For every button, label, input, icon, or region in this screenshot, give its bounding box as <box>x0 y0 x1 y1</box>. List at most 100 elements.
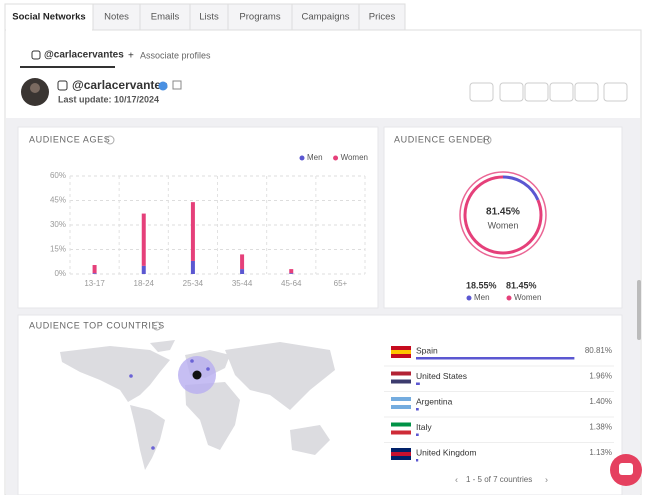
flag-stripe <box>391 346 411 350</box>
legend-swatch <box>506 295 512 301</box>
country-value: 1.96% <box>589 372 612 381</box>
tab[interactable] <box>291 3 360 31</box>
instagram-icon <box>57 80 68 91</box>
bar-segment <box>190 202 195 261</box>
bar-segment <box>240 269 245 274</box>
plus-icon: + <box>128 51 134 62</box>
country-value: 80.81% <box>585 346 612 355</box>
country-name: United States <box>416 371 467 381</box>
bar-segment <box>141 265 146 274</box>
flag-stripe <box>391 456 411 460</box>
tab[interactable] <box>139 3 191 31</box>
country-value: 1.13% <box>589 448 612 457</box>
countries-card <box>17 314 623 495</box>
flag-stripe <box>391 405 411 409</box>
legend-swatch <box>466 295 472 301</box>
tab[interactable] <box>189 3 229 31</box>
add-button[interactable] <box>574 82 599 102</box>
country-bar <box>416 408 419 411</box>
tab-label[interactable]: Notes <box>104 12 129 23</box>
verified-icon <box>158 81 168 91</box>
map-dot <box>129 374 133 378</box>
country-name: Italy <box>416 422 432 432</box>
map-dot <box>206 367 210 371</box>
country-value: 1.38% <box>589 423 612 432</box>
tab-label[interactable]: Prices <box>369 12 396 23</box>
south-america <box>130 405 165 470</box>
flag-stripe <box>391 430 411 435</box>
action-buttons <box>469 82 628 102</box>
tab-label[interactable]: Emails <box>151 12 180 23</box>
flag-stripe <box>391 379 411 384</box>
last-update: Last update: 10/17/2024 <box>58 94 159 104</box>
profile-handle: @carlacervantes <box>72 78 168 92</box>
x-tick-label: 18-24 <box>134 279 155 288</box>
country-name: Argentina <box>416 396 453 406</box>
tab-label[interactable]: Campaigns <box>301 12 349 23</box>
tab[interactable] <box>92 3 141 31</box>
bar-segment <box>190 260 195 274</box>
donut-outer-ring <box>459 171 547 259</box>
country-bar <box>416 433 419 436</box>
y-tick-label: 30% <box>50 220 66 229</box>
bar-segment <box>240 254 245 270</box>
print-button[interactable] <box>524 82 549 102</box>
country-bar <box>416 357 575 360</box>
ages-card <box>17 126 379 309</box>
x-tick-label: 65+ <box>334 279 348 288</box>
y-tick-label: 15% <box>50 245 66 254</box>
donut-segment <box>463 175 543 255</box>
legend-swatch <box>333 155 339 161</box>
legend-label: Men <box>307 153 323 162</box>
instagram-icon <box>31 50 41 60</box>
external-link-icon[interactable] <box>172 80 182 90</box>
legend-label: Men <box>474 293 490 302</box>
more-button[interactable] <box>603 82 628 102</box>
flag-stripe <box>391 422 411 427</box>
card-title: AUDIENCE AGES <box>29 134 110 144</box>
y-tick-label: 45% <box>50 196 66 205</box>
help-icon[interactable] <box>105 135 115 145</box>
y-tick-label: 0% <box>54 269 66 278</box>
download-button[interactable] <box>549 82 574 102</box>
tab-label[interactable]: Lists <box>199 12 219 23</box>
pagination-next[interactable]: › <box>545 474 548 484</box>
x-tick-label: 45-64 <box>281 279 302 288</box>
tab-label[interactable]: Social Networks <box>12 12 85 23</box>
chat-icon <box>619 463 633 475</box>
scrollbar[interactable] <box>637 280 641 340</box>
country-value: 1.40% <box>589 397 612 406</box>
card-title: AUDIENCE GENDER <box>394 134 491 144</box>
tab[interactable] <box>227 3 293 31</box>
flag-stripe <box>391 452 411 456</box>
tab[interactable] <box>358 3 406 31</box>
pagination: 1 - 5 of 7 countries <box>466 475 532 484</box>
map-dot <box>192 370 202 380</box>
africa <box>185 382 240 450</box>
tab-label[interactable]: Programs <box>239 12 280 23</box>
help-icon[interactable] <box>152 321 162 331</box>
y-tick-label: 60% <box>50 171 66 180</box>
bar-segment <box>92 265 97 274</box>
active-tab-cover <box>6 29 92 31</box>
x-tick-label: 35-44 <box>232 279 253 288</box>
donut-segment <box>502 175 540 201</box>
donut-center-value: 81.45% <box>486 207 520 218</box>
map-dot <box>190 359 194 363</box>
refresh-button[interactable] <box>469 82 494 102</box>
avatar-face <box>30 83 40 93</box>
country-name: United Kingdom <box>416 447 476 457</box>
north-america <box>60 346 170 402</box>
help-icon[interactable] <box>482 135 492 145</box>
card-title: AUDIENCE TOP COUNTRIES <box>29 320 165 330</box>
australia <box>290 425 330 455</box>
bar-segment <box>141 213 146 266</box>
flag-stripe <box>391 371 411 376</box>
pagination-prev[interactable]: ‹ <box>455 474 458 484</box>
flag-stripe <box>391 397 411 401</box>
subtab[interactable]: @carlacervantes <box>44 50 124 61</box>
subtab[interactable]: Associate profiles <box>140 50 211 60</box>
donut-center-label: Women <box>488 220 519 230</box>
share-button[interactable] <box>499 82 524 102</box>
